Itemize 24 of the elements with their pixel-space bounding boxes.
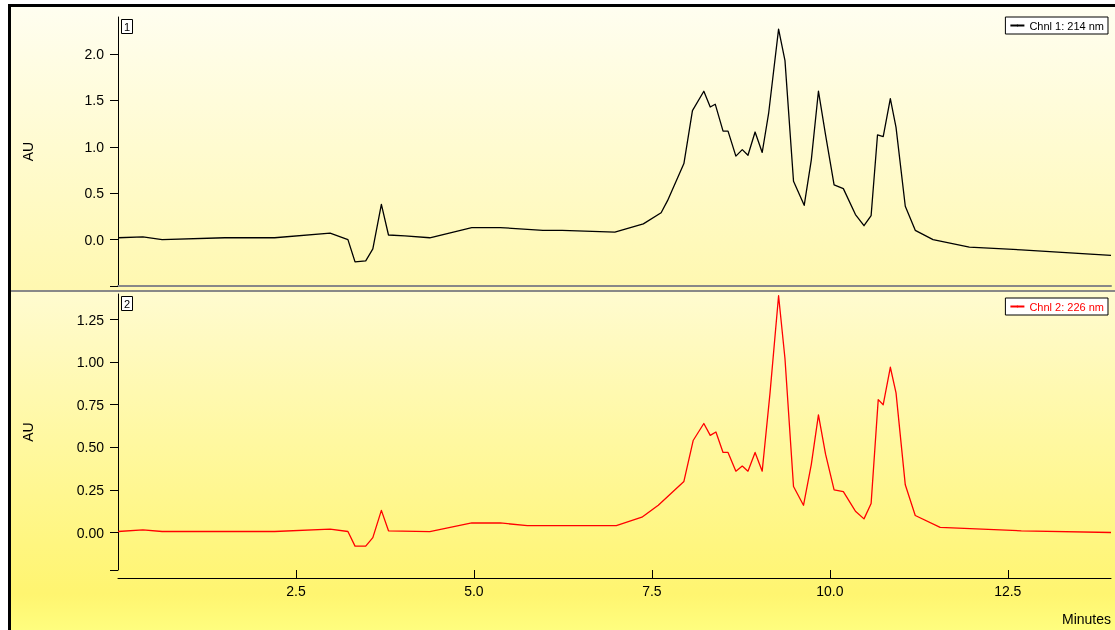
y-tick-label: 1.0 [84,138,105,155]
x-tick-label: 7.5 [642,583,662,599]
y-tick-label: 0.0 [84,231,105,248]
y-tick-label: 0.00 [76,524,105,541]
y-axis-title: AU [20,422,36,442]
x-axis-title: Minutes [1061,611,1111,627]
y-tick-label: 0.50 [76,439,105,456]
y-tick-label: 1.00 [76,354,105,371]
y-tick-label: 0.5 [84,185,105,202]
line-series [117,295,1112,547]
x-tick-label: 12.5 [994,583,1022,599]
x-tick-label: 10.0 [816,583,844,599]
y-axis-title: AU [20,141,36,162]
y-tick-label: 2.0 [84,46,105,63]
chart-title: 1 [124,20,131,33]
y-tick-label: 0.25 [76,481,105,498]
legend-label: Chnl 1: 214 nm [1029,19,1105,32]
y-tick-label: 0.75 [76,396,105,413]
y-tick-label: 1.5 [84,92,105,109]
y-tick-label: 1.25 [76,311,105,328]
x-tick-label: 5.0 [464,583,484,599]
legend-label: Chnl 2: 226 nm [1029,300,1105,313]
chart-title: 2 [124,297,131,310]
x-tick-label: 2.5 [286,583,306,599]
